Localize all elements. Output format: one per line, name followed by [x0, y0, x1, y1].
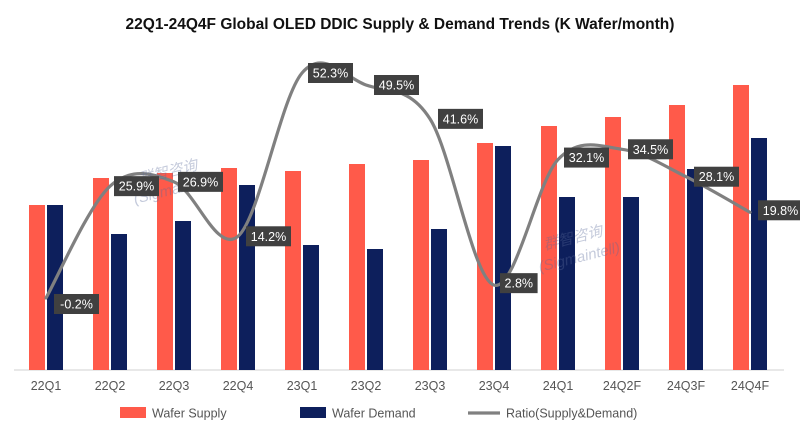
ratio-data-label-text: 49.5% — [379, 79, 414, 93]
ratio-data-label-text: 32.1% — [569, 151, 604, 165]
ratio-data-label-text: 41.6% — [443, 112, 478, 126]
bar-wafer-supply — [221, 168, 237, 370]
legend-label: Wafer Supply — [152, 407, 227, 421]
x-tick-label: 22Q2 — [95, 379, 126, 393]
ratio-data-label: 52.3% — [308, 63, 353, 83]
x-tick-label: 24Q1 — [543, 379, 574, 393]
x-tick-label: 23Q2 — [351, 379, 382, 393]
bar-wafer-demand — [367, 249, 383, 370]
x-tick-label: 23Q3 — [415, 379, 446, 393]
bar-wafer-supply — [541, 126, 557, 370]
ratio-data-label-bg — [54, 294, 99, 314]
legend-item: Wafer Demand — [300, 407, 416, 421]
bar-wafer-demand — [431, 229, 447, 370]
ratio-data-label: 32.1% — [564, 147, 609, 168]
bar-wafer-supply — [29, 205, 45, 370]
legend-label: Wafer Demand — [332, 407, 416, 421]
legend-item: Wafer Supply — [120, 407, 227, 421]
ratio-data-label-bg — [564, 147, 609, 168]
bar-wafer-supply — [285, 171, 301, 370]
ratio-data-label: 2.8% — [500, 273, 538, 294]
ratio-data-label-text: 28.1% — [699, 170, 734, 184]
x-tick-label: 22Q1 — [31, 379, 62, 393]
ratio-data-label-bg — [114, 176, 159, 197]
bar-wafer-supply — [157, 173, 173, 370]
ratio-data-label: 19.8% — [758, 200, 800, 221]
legend-swatch — [120, 407, 146, 418]
ratio-data-label: 14.2% — [246, 226, 291, 247]
x-tick-label: 24Q2F — [603, 379, 642, 393]
bar-wafer-supply — [477, 143, 493, 370]
x-tick-labels: 22Q1 22Q2 22Q3 22Q4 23Q1 23Q2 23Q3 23Q4 24Q1 24Q2… — [31, 379, 770, 393]
ratio-data-label-text: 34.5% — [633, 143, 668, 157]
bar-wafer-supply — [93, 178, 109, 370]
bar-wafer-demand — [303, 245, 319, 370]
ratio-data-label-bg — [308, 63, 353, 83]
bar-layer — [29, 85, 767, 370]
x-tick-label: 22Q4 — [223, 379, 254, 393]
ratio-data-label: 25.9% — [114, 176, 159, 197]
ratio-data-label: 26.9% — [178, 171, 223, 192]
ratio-data-label-bg — [694, 166, 739, 187]
x-tick-label: 22Q3 — [159, 379, 190, 393]
bar-wafer-supply — [733, 85, 749, 370]
x-tick-label: 24Q4F — [731, 379, 770, 393]
bar-wafer-demand — [111, 234, 127, 370]
bar-wafer-supply — [605, 117, 621, 370]
bar-wafer-demand — [559, 197, 575, 370]
ratio-data-label: 28.1% — [694, 166, 739, 187]
ratio-data-label-bg — [628, 139, 673, 160]
x-tick-label: 23Q4 — [479, 379, 510, 393]
ratio-data-label-bg — [500, 273, 538, 294]
ratio-data-label-text: -0.2% — [60, 298, 93, 312]
bar-wafer-demand — [751, 138, 767, 370]
ratio-data-label-bg — [374, 75, 419, 95]
ratio-data-label: 41.6% — [438, 108, 483, 129]
x-tick-label: 23Q1 — [287, 379, 318, 393]
ratio-data-label-text: 25.9% — [119, 180, 154, 194]
chart-title: 22Q1-24Q4F Global OLED DDIC Supply & Dem… — [125, 16, 675, 33]
bar-wafer-supply — [413, 160, 429, 370]
ratio-data-label-bg — [758, 200, 800, 221]
bar-wafer-supply — [349, 164, 365, 370]
bar-wafer-demand — [495, 146, 511, 370]
ratio-data-label-text: 14.2% — [251, 230, 286, 244]
ratio-data-label-bg — [438, 108, 483, 129]
ratio-data-label: 34.5% — [628, 139, 673, 160]
legend-swatch — [300, 407, 326, 418]
ratio-data-label: -0.2% — [54, 294, 99, 314]
ratio-data-label-bg — [178, 171, 223, 192]
legend-item: Ratio(Supply&Demand) — [468, 407, 637, 421]
bar-wafer-demand — [687, 169, 703, 370]
legend-label: Ratio(Supply&Demand) — [506, 407, 637, 421]
ratio-data-label-text: 26.9% — [183, 175, 218, 189]
ratio-data-label-text: 19.8% — [763, 204, 798, 218]
ratio-data-label-bg — [246, 226, 291, 247]
data-label-layer: -0.2% 25.9% 26.9% 14.2% 52.3% 49.5% 41.6% 2.8% 3… — [54, 63, 800, 314]
bar-wafer-demand — [47, 205, 63, 370]
ratio-data-label-text: 2.8% — [505, 277, 534, 291]
bar-wafer-demand — [175, 221, 191, 370]
ratio-data-label-text: 52.3% — [313, 67, 348, 81]
bar-wafer-demand — [623, 197, 639, 370]
x-tick-label: 24Q3F — [667, 379, 706, 393]
legend: Wafer Supply Wafer Demand Ratio(Supply&Dem… — [120, 407, 637, 421]
ratio-data-label: 49.5% — [374, 75, 419, 95]
